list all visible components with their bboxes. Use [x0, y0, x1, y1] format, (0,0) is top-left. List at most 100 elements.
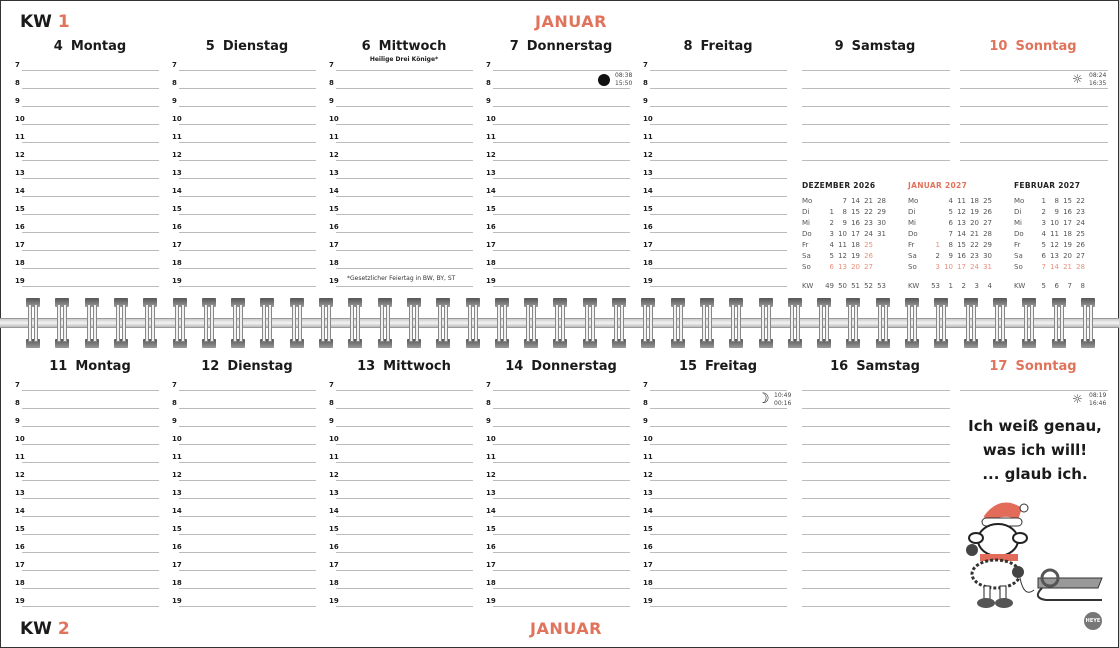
- time-slot-line[interactable]: [22, 250, 159, 251]
- time-slot-line[interactable]: [336, 462, 473, 463]
- time-slot-line[interactable]: [22, 214, 159, 215]
- time-slot-line[interactable]: [336, 124, 473, 125]
- time-slot-line[interactable]: [650, 534, 787, 535]
- time-slot-line[interactable]: [336, 498, 473, 499]
- time-slot-line[interactable]: [493, 232, 630, 233]
- time-slot-line[interactable]: [493, 268, 630, 269]
- time-slot-line[interactable]: [802, 534, 950, 535]
- time-slot-line[interactable]: [493, 552, 630, 553]
- time-slot-line[interactable]: [493, 498, 630, 499]
- time-slot-line[interactable]: [802, 408, 950, 409]
- time-slot-line[interactable]: [179, 250, 316, 251]
- time-slot-line[interactable]: [960, 124, 1108, 125]
- time-slot-line[interactable]: [650, 444, 787, 445]
- time-slot-line[interactable]: [336, 106, 473, 107]
- time-slot-line[interactable]: [336, 444, 473, 445]
- time-slot-line[interactable]: [493, 408, 630, 409]
- time-slot-line[interactable]: [179, 462, 316, 463]
- time-slot-line[interactable]: [802, 606, 950, 607]
- time-slot-line[interactable]: [179, 390, 316, 391]
- time-slot-line[interactable]: [179, 516, 316, 517]
- time-slot-line[interactable]: [336, 250, 473, 251]
- time-slot-line[interactable]: [336, 570, 473, 571]
- time-slot-line[interactable]: [336, 534, 473, 535]
- time-slot-line[interactable]: [179, 498, 316, 499]
- time-slot-line[interactable]: [650, 552, 787, 553]
- time-slot-line[interactable]: [22, 480, 159, 481]
- time-slot-line[interactable]: [336, 196, 473, 197]
- time-slot-line[interactable]: [493, 106, 630, 107]
- time-slot-line[interactable]: [22, 142, 159, 143]
- time-slot-line[interactable]: [650, 570, 787, 571]
- time-slot-line[interactable]: [802, 142, 950, 143]
- time-slot-line[interactable]: [650, 286, 787, 287]
- time-slot-line[interactable]: [650, 160, 787, 161]
- time-slot-line[interactable]: [336, 88, 473, 89]
- time-slot-line[interactable]: [802, 70, 950, 71]
- time-slot-line[interactable]: [336, 552, 473, 553]
- time-slot-line[interactable]: [22, 70, 159, 71]
- time-slot-line[interactable]: [22, 408, 159, 409]
- time-slot-line[interactable]: [179, 570, 316, 571]
- time-slot-line[interactable]: [336, 178, 473, 179]
- time-slot-line[interactable]: [179, 214, 316, 215]
- time-slot-line[interactable]: [493, 606, 630, 607]
- time-slot-line[interactable]: [22, 498, 159, 499]
- time-slot-line[interactable]: [802, 462, 950, 463]
- time-slot-line[interactable]: [493, 88, 630, 89]
- time-slot-line[interactable]: [493, 160, 630, 161]
- time-slot-line[interactable]: [22, 160, 159, 161]
- time-slot-line[interactable]: [650, 426, 787, 427]
- time-slot-line[interactable]: [650, 606, 787, 607]
- time-slot-line[interactable]: [179, 160, 316, 161]
- time-slot-line[interactable]: [22, 268, 159, 269]
- time-slot-line[interactable]: [650, 106, 787, 107]
- time-slot-line[interactable]: [650, 70, 787, 71]
- time-slot-line[interactable]: [802, 426, 950, 427]
- time-slot-line[interactable]: [179, 232, 316, 233]
- time-slot-line[interactable]: [22, 570, 159, 571]
- time-slot-line[interactable]: [650, 196, 787, 197]
- time-slot-line[interactable]: [336, 142, 473, 143]
- time-slot-line[interactable]: [802, 570, 950, 571]
- time-slot-line[interactable]: [336, 480, 473, 481]
- time-slot-line[interactable]: [493, 214, 630, 215]
- time-slot-line[interactable]: [179, 480, 316, 481]
- time-slot-line[interactable]: [802, 480, 950, 481]
- time-slot-line[interactable]: [179, 88, 316, 89]
- time-slot-line[interactable]: [802, 516, 950, 517]
- time-slot-line[interactable]: [22, 286, 159, 287]
- time-slot-line[interactable]: [179, 196, 316, 197]
- time-slot-line[interactable]: [22, 88, 159, 89]
- time-slot-line[interactable]: [22, 552, 159, 553]
- time-slot-line[interactable]: [802, 160, 950, 161]
- time-slot-line[interactable]: [22, 232, 159, 233]
- time-slot-line[interactable]: [960, 142, 1108, 143]
- time-slot-line[interactable]: [179, 178, 316, 179]
- time-slot-line[interactable]: [179, 268, 316, 269]
- time-slot-line[interactable]: [493, 286, 630, 287]
- time-slot-line[interactable]: [650, 232, 787, 233]
- time-slot-line[interactable]: [493, 124, 630, 125]
- time-slot-line[interactable]: [22, 196, 159, 197]
- time-slot-line[interactable]: [493, 70, 630, 71]
- time-slot-line[interactable]: [493, 390, 630, 391]
- time-slot-line[interactable]: [802, 498, 950, 499]
- time-slot-line[interactable]: [336, 268, 473, 269]
- time-slot-line[interactable]: [179, 142, 316, 143]
- time-slot-line[interactable]: [493, 462, 630, 463]
- time-slot-line[interactable]: [650, 390, 787, 391]
- time-slot-line[interactable]: [802, 444, 950, 445]
- time-slot-line[interactable]: [179, 124, 316, 125]
- time-slot-line[interactable]: [22, 534, 159, 535]
- time-slot-line[interactable]: [22, 516, 159, 517]
- time-slot-line[interactable]: [493, 444, 630, 445]
- time-slot-line[interactable]: [336, 390, 473, 391]
- time-slot-line[interactable]: [650, 516, 787, 517]
- time-slot-line[interactable]: [802, 124, 950, 125]
- time-slot-line[interactable]: [650, 498, 787, 499]
- time-slot-line[interactable]: [22, 462, 159, 463]
- time-slot-line[interactable]: [650, 214, 787, 215]
- time-slot-line[interactable]: [336, 232, 473, 233]
- time-slot-line[interactable]: [493, 250, 630, 251]
